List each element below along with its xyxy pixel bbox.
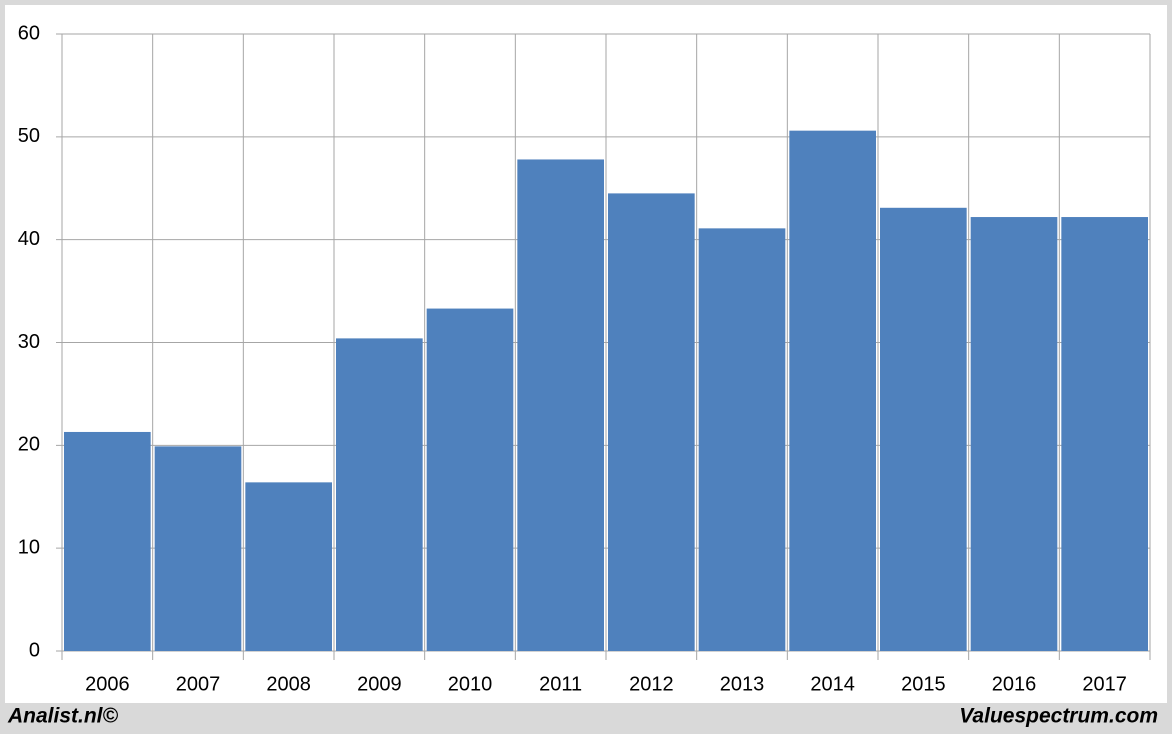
y-tick-label: 20	[18, 434, 40, 456]
bar	[608, 193, 695, 651]
x-tick-label: 2011	[539, 673, 582, 695]
bar	[880, 207, 967, 651]
y-tick-label: 40	[18, 228, 40, 250]
source-right: Valuespectrum.com	[959, 705, 1158, 728]
x-tick-label: 2016	[992, 673, 1037, 695]
bar	[154, 446, 242, 651]
x-tick-label: 2014	[810, 673, 855, 695]
x-tick-label: 2008	[266, 673, 311, 695]
bar	[1061, 217, 1148, 651]
x-tick-label: 2009	[357, 673, 402, 695]
x-tick-label: 2015	[901, 673, 946, 695]
y-tick-label: 60	[18, 22, 40, 44]
bar	[517, 159, 604, 651]
y-tick-label: 0	[29, 639, 40, 661]
x-tick-label: 2017	[1082, 673, 1127, 695]
y-tick-label: 50	[18, 125, 40, 147]
bar	[64, 431, 151, 651]
bar	[789, 130, 876, 651]
bar	[970, 217, 1058, 651]
x-tick-label: 2007	[176, 673, 221, 695]
bar	[336, 338, 423, 651]
bar	[698, 228, 786, 652]
x-tick-label: 2013	[720, 673, 765, 695]
y-tick-label: 10	[18, 536, 40, 558]
x-tick-label: 2012	[629, 673, 674, 695]
x-tick-label: 2010	[448, 673, 493, 695]
y-tick-label: 30	[18, 331, 40, 353]
x-tick-label: 2006	[85, 673, 130, 695]
bar	[426, 308, 514, 651]
source-left: Analist.nl©	[7, 705, 119, 728]
bar	[245, 482, 332, 651]
